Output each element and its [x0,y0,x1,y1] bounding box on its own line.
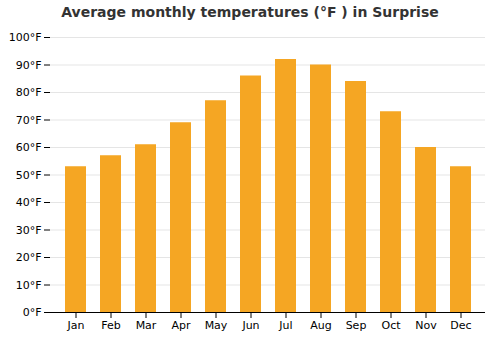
svg-text:20°F: 20°F [16,251,42,264]
svg-text:Jan: Jan [67,319,85,332]
svg-text:Mar: Mar [136,319,157,332]
svg-text:Oct: Oct [381,319,401,332]
svg-text:0°F: 0°F [23,306,42,319]
svg-text:Jul: Jul [278,319,292,332]
svg-text:80°F: 80°F [16,86,42,99]
svg-text:Apr: Apr [171,319,191,332]
svg-text:Sep: Sep [346,319,367,332]
svg-text:70°F: 70°F [16,114,42,127]
svg-text:50°F: 50°F [16,169,42,182]
svg-text:Dec: Dec [450,319,471,332]
svg-text:10°F: 10°F [16,279,42,292]
svg-text:100°F: 100°F [9,31,42,44]
svg-text:30°F: 30°F [16,224,42,237]
svg-text:60°F: 60°F [16,141,42,154]
svg-text:May: May [205,319,228,332]
svg-text:40°F: 40°F [16,196,42,209]
html-text:Average monthly temperatures (: Average monthly temperatures (°F ) in Su… [61,4,439,20]
svg-text:Jun: Jun [241,319,259,332]
svg-text:Feb: Feb [101,319,120,332]
svg-text:90°F: 90°F [16,59,42,72]
svg-text:Aug: Aug [310,319,331,332]
svg-text:Nov: Nov [415,319,437,332]
